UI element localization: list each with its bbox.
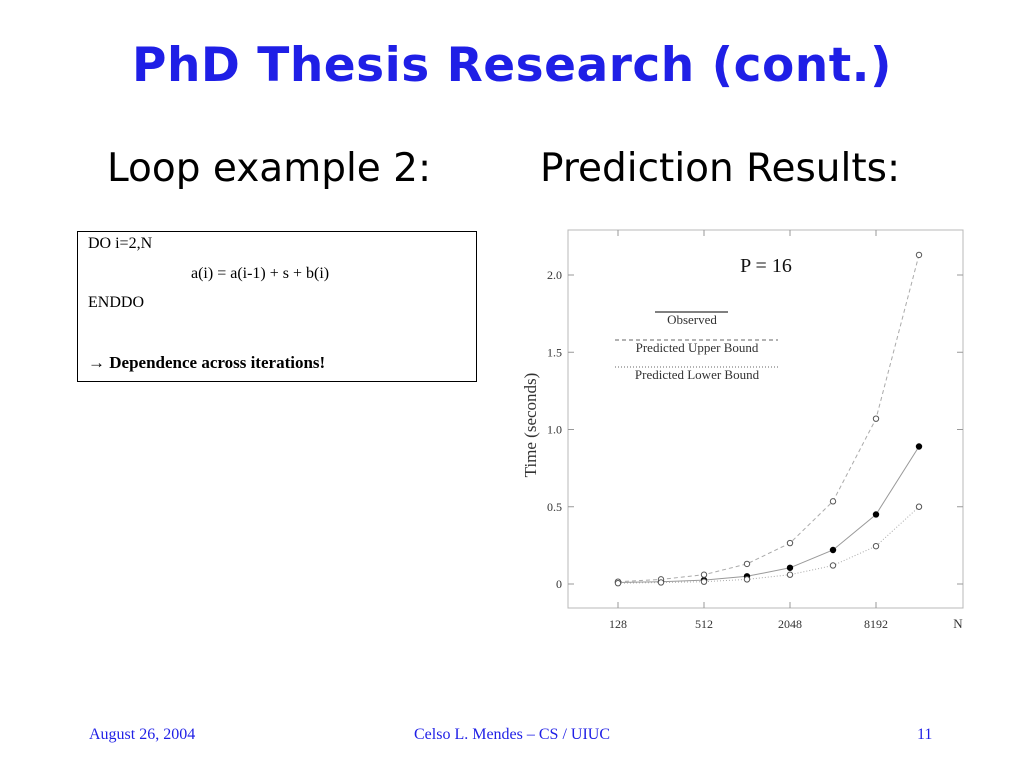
data-point (829, 546, 837, 554)
data-point (872, 415, 880, 422)
data-point (872, 542, 880, 550)
code-box: DO i=2,N a(i) = a(i-1) + s + b(i) ENDDO … (77, 231, 477, 382)
data-point (700, 571, 708, 578)
y-tick-label: 0 (556, 577, 562, 591)
legend-label: Predicted Lower Bound (635, 367, 760, 382)
x-tick-label: 512 (695, 617, 713, 631)
data-point (915, 443, 923, 450)
right-arrow-icon: → (88, 353, 105, 372)
x-tick-label: 2048 (778, 617, 802, 631)
plot-frame (567, 229, 964, 609)
legend-label: Observed (667, 312, 717, 327)
data-point (743, 560, 751, 568)
slide-title: PhD Thesis Research (cont.) (132, 38, 892, 93)
y-tick-label: 2.0 (547, 268, 562, 282)
data-point (657, 579, 665, 586)
data-point (786, 539, 794, 547)
data-point (872, 511, 880, 518)
series-line (617, 506, 920, 584)
y-tick-label: 0.5 (547, 500, 562, 514)
dependence-note-text: Dependence across iterations! (105, 353, 326, 372)
prediction-chart-svg: 0 0.5 1.0 1.5 2.0 128 512 2048 8192 N Time (second… (521, 229, 964, 631)
loop-example-heading: Loop example 2: (107, 146, 432, 191)
data-point (786, 571, 794, 578)
data-point (700, 578, 708, 585)
prediction-results-heading: Prediction Results: (540, 146, 901, 191)
chart-title: P = 16 (740, 255, 792, 277)
footer-date: August 26, 2004 (89, 726, 196, 743)
x-tick-label: 8192 (864, 617, 888, 631)
code-line-statement: a(i) = a(i-1) + s + b(i) (191, 265, 330, 282)
data-point (786, 564, 794, 571)
code-line-enddo: ENDDO (88, 294, 144, 311)
series-line (617, 254, 920, 583)
x-axis-label: N (953, 616, 963, 631)
y-axis-label: Time (seconds) (521, 373, 540, 478)
y-tick-label: 1.5 (547, 345, 562, 359)
prediction-chart: 0 0.5 1.0 1.5 2.0 128 512 2048 8192 N Time (second… (510, 225, 980, 640)
legend-label: Predicted Upper Bound (636, 340, 759, 355)
data-point (915, 251, 923, 259)
data-point (829, 562, 837, 569)
footer-page-number: 11 (917, 726, 933, 743)
code-line-do: DO i=2,N (88, 235, 153, 252)
data-point (829, 498, 837, 505)
footer-author: Celso L. Mendes – CS / UIUC (414, 726, 610, 743)
data-point (915, 503, 923, 510)
data-point (743, 576, 751, 583)
series-line (617, 446, 920, 583)
y-tick-label: 1.0 (547, 423, 562, 437)
data-point (614, 580, 622, 587)
dependence-note: → Dependence across iterations! (88, 353, 325, 373)
x-tick-label: 128 (609, 617, 627, 631)
